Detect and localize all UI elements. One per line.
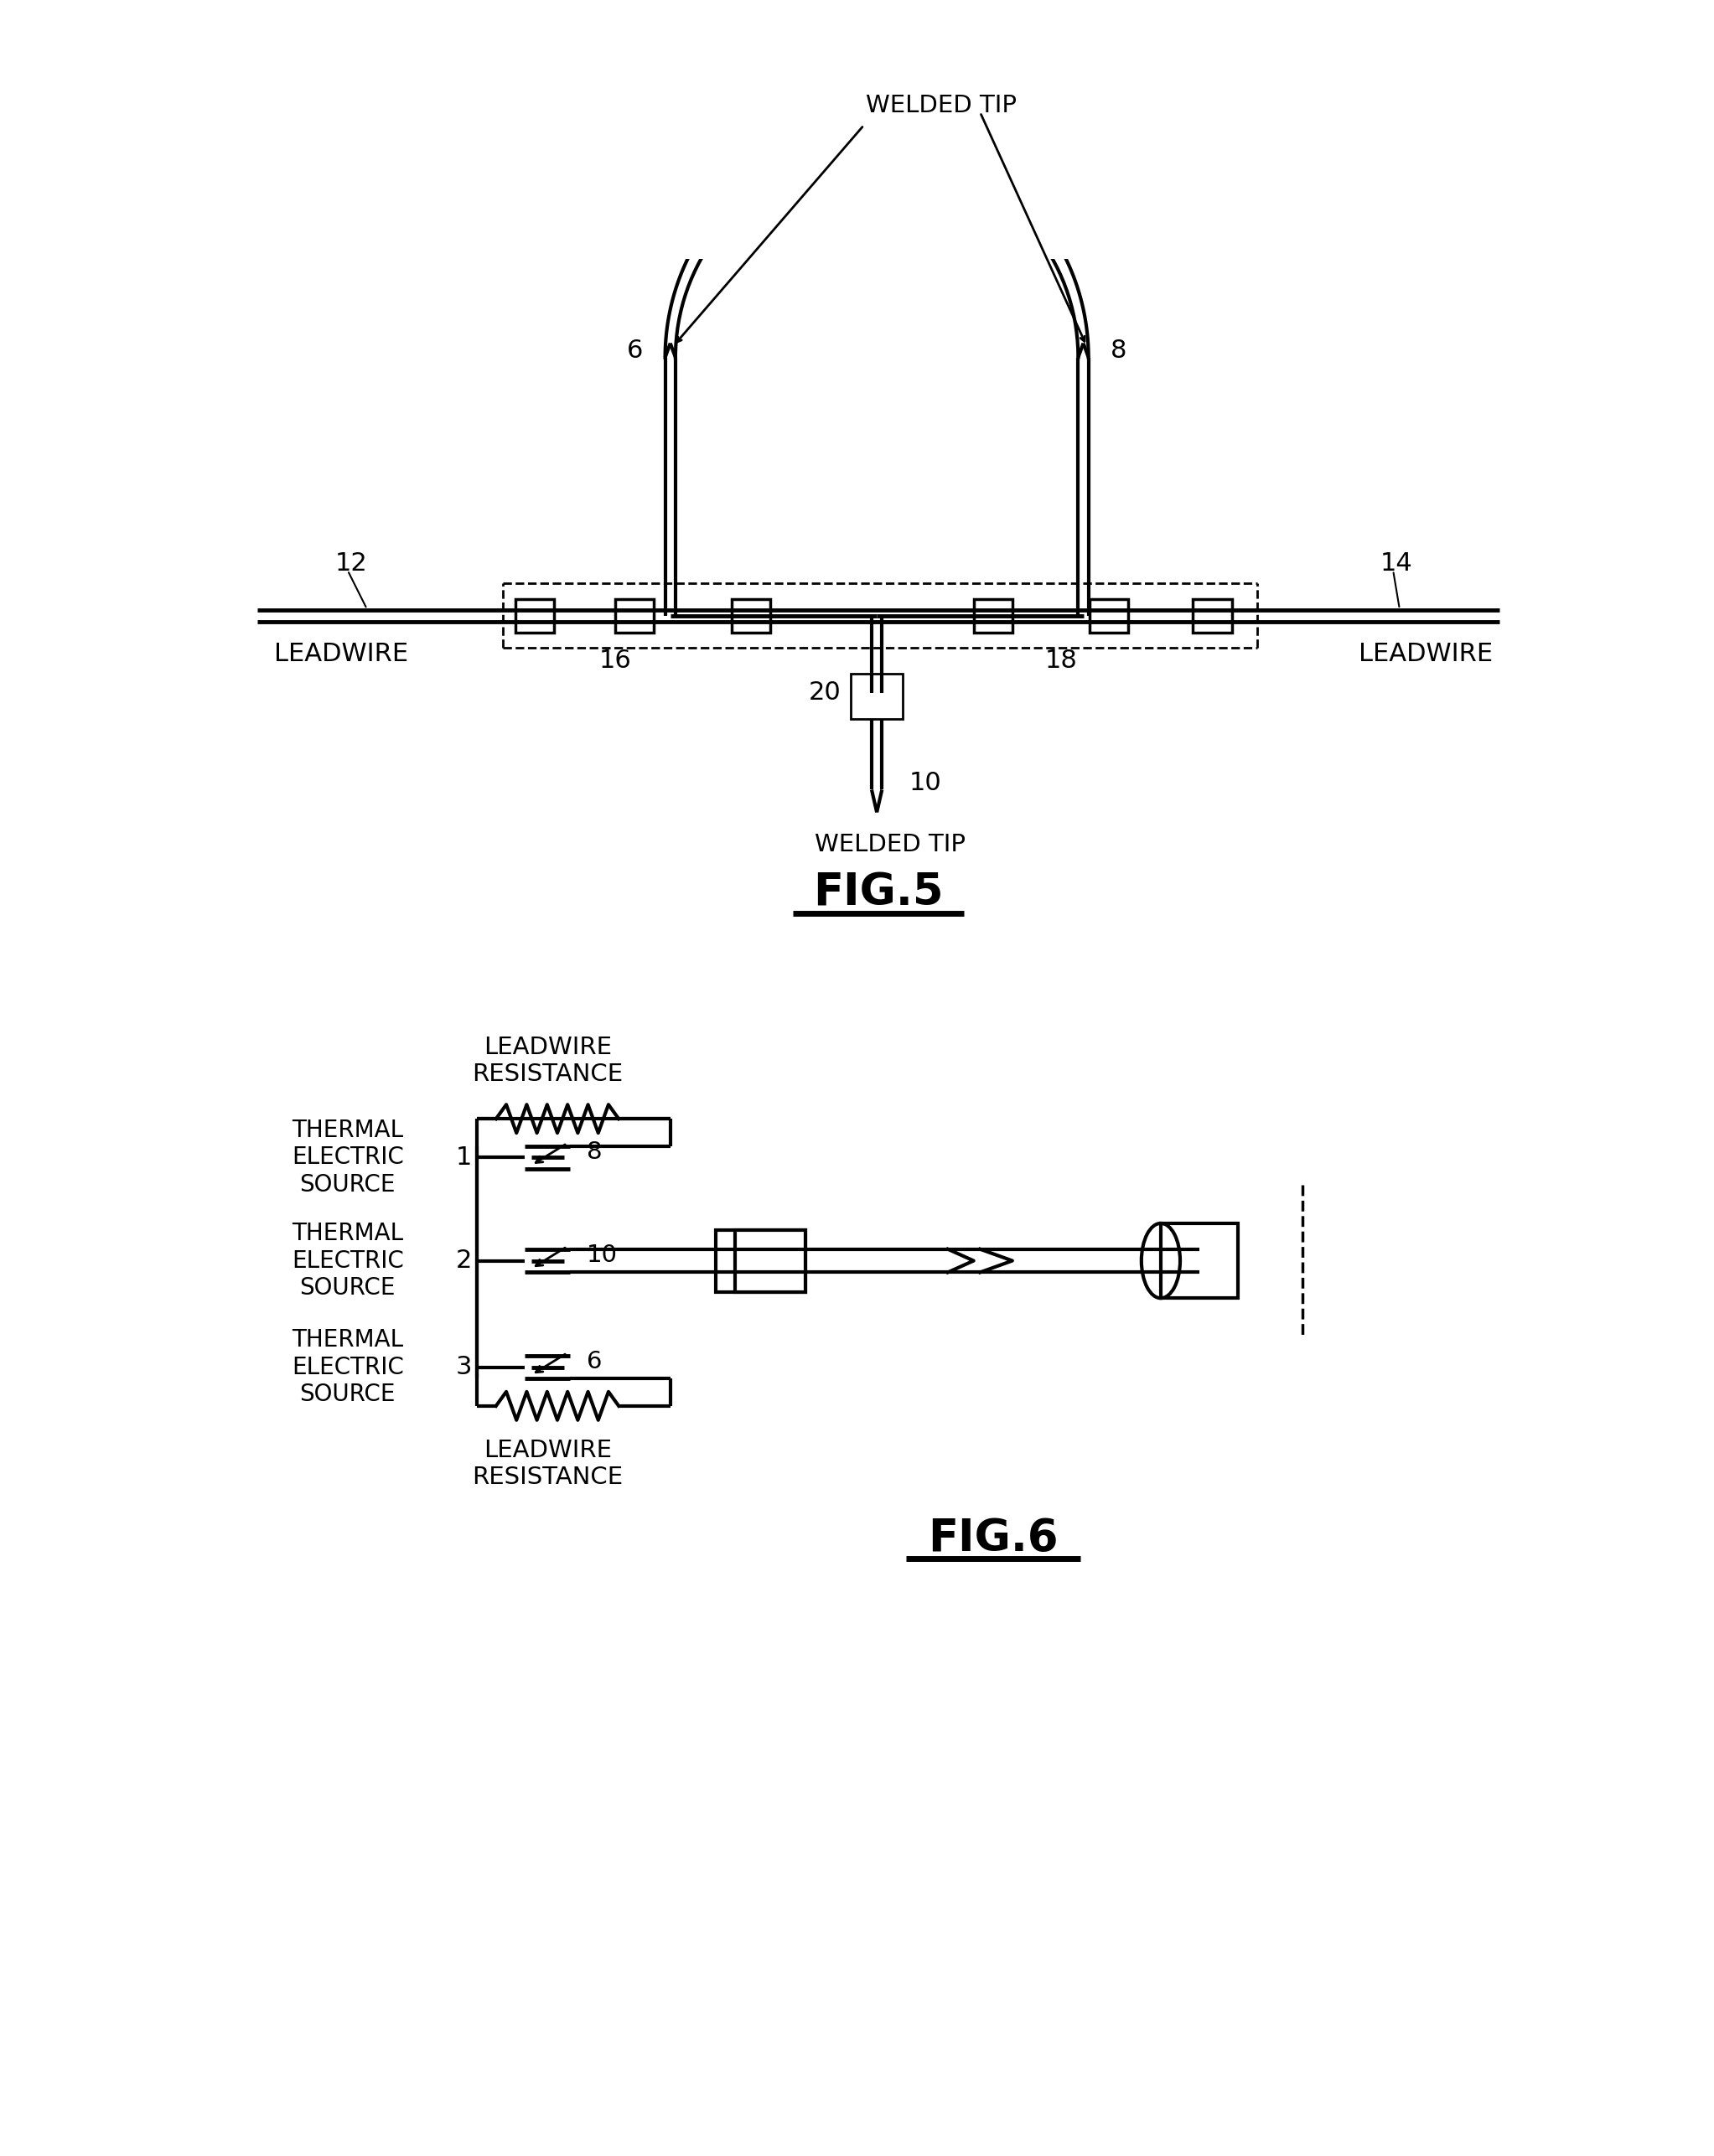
Text: 16: 16 [600, 649, 632, 673]
Text: 10: 10 [586, 1244, 617, 1268]
Text: 10: 10 [908, 772, 941, 796]
Text: 2: 2 [456, 1248, 471, 1272]
Text: 1: 1 [456, 1145, 471, 1171]
Text: 14: 14 [1380, 552, 1412, 576]
Text: LEADWIRE
RESISTANCE: LEADWIRE RESISTANCE [471, 1438, 624, 1490]
Text: WELDED TIP: WELDED TIP [814, 832, 965, 856]
Bar [1193, 599, 1232, 632]
Text: 6: 6 [627, 338, 643, 362]
Text: FIG.5: FIG.5 [812, 871, 943, 914]
Text: LEADWIRE
RESISTANCE: LEADWIRE RESISTANCE [471, 1035, 624, 1087]
Bar [974, 599, 1013, 632]
Text: 18: 18 [1044, 649, 1076, 673]
Text: LEADWIRE: LEADWIRE [1357, 642, 1493, 666]
Text: LEADWIRE: LEADWIRE [274, 642, 408, 666]
Bar [1160, 1222, 1238, 1298]
Text: 20: 20 [809, 681, 842, 705]
Bar [732, 599, 770, 632]
Text: 8: 8 [586, 1141, 602, 1164]
Text: 8: 8 [1111, 338, 1126, 362]
Bar [516, 599, 554, 632]
Text: THERMAL
ELECTRIC
SOURCE: THERMAL ELECTRIC SOURCE [291, 1222, 405, 1300]
Bar [735, 1229, 806, 1291]
Bar [615, 599, 655, 632]
Text: THERMAL
ELECTRIC
SOURCE: THERMAL ELECTRIC SOURCE [291, 1119, 405, 1197]
Text: FIG.6: FIG.6 [927, 1516, 1058, 1561]
Text: THERMAL
ELECTRIC
SOURCE: THERMAL ELECTRIC SOURCE [291, 1328, 405, 1406]
Bar [1090, 599, 1128, 632]
Text: 3: 3 [456, 1354, 471, 1380]
Bar [850, 673, 903, 718]
Text: WELDED TIP: WELDED TIP [866, 95, 1016, 119]
Text: 12: 12 [334, 552, 367, 576]
Text: 6: 6 [586, 1350, 602, 1373]
Bar [715, 1229, 806, 1291]
